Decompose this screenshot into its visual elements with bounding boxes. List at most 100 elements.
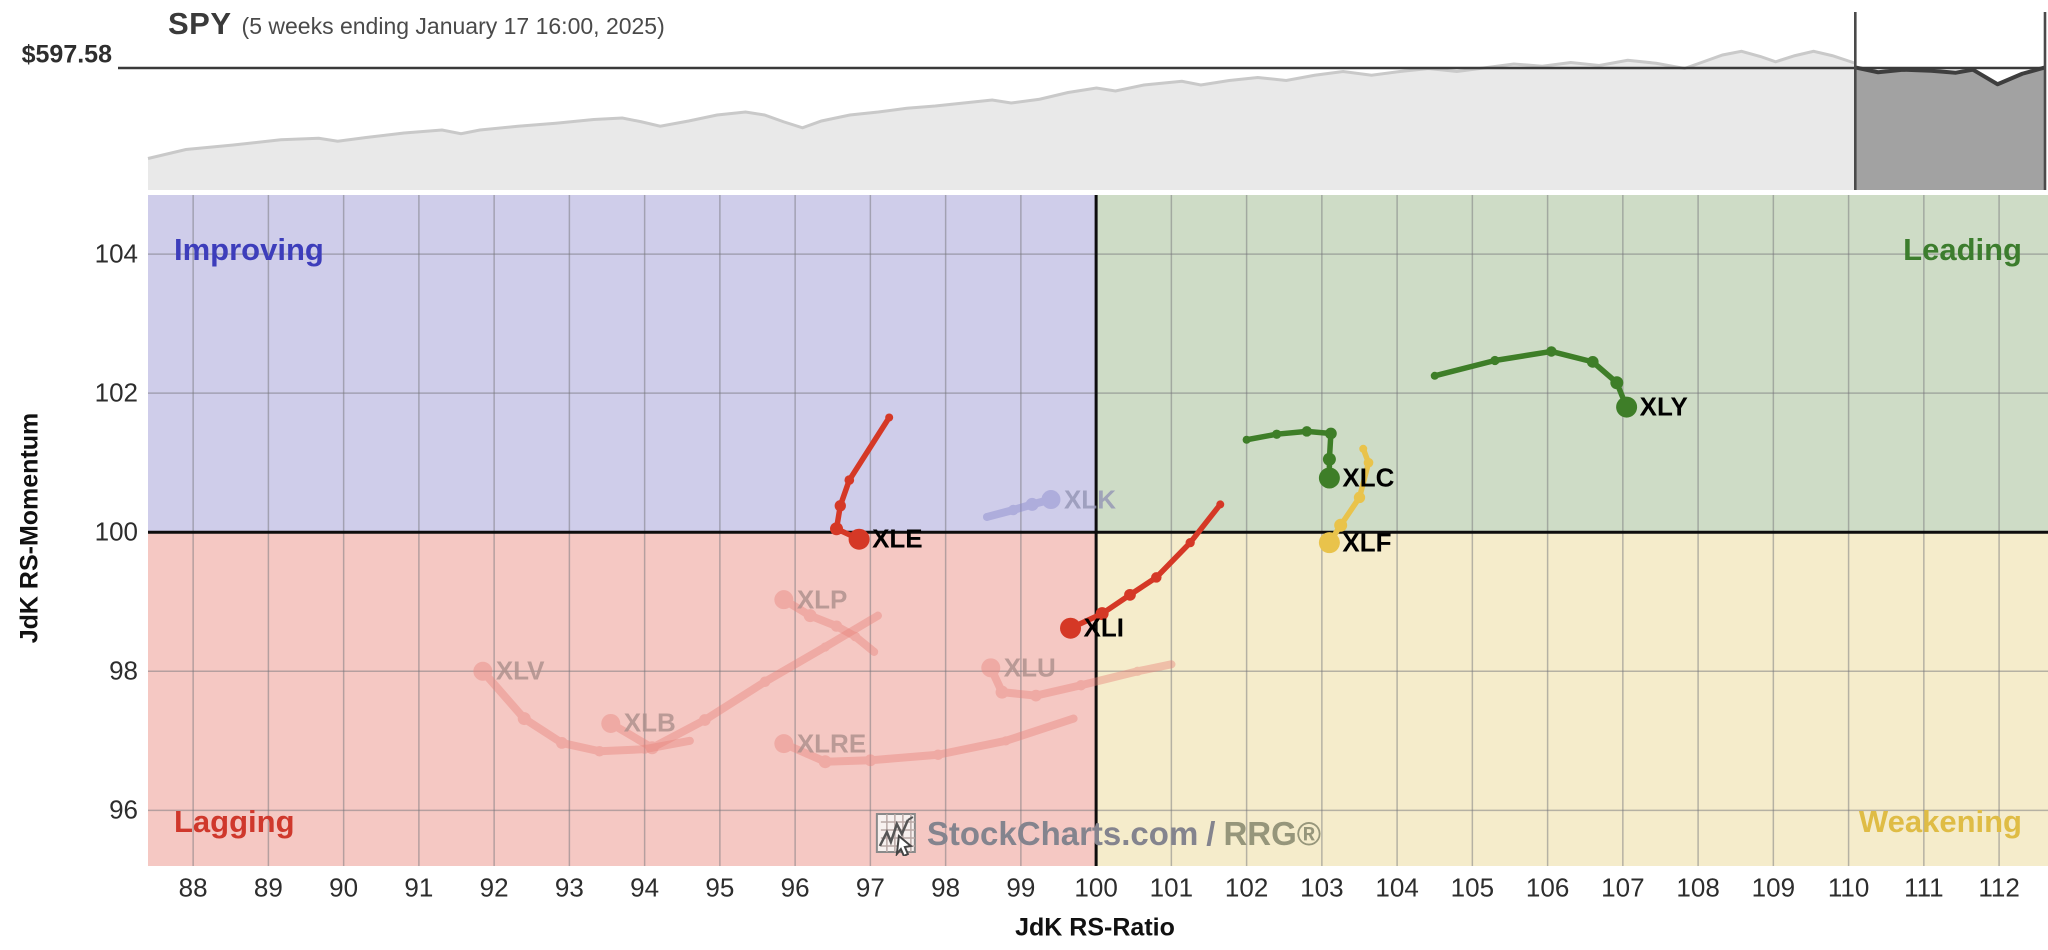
trail-point-xlk	[1008, 504, 1019, 516]
trail-head-xlv[interactable]	[473, 661, 493, 681]
trail-point-xlb	[698, 714, 711, 726]
trail-xlc	[1242, 426, 1340, 489]
x-tick-label: 100	[1074, 872, 1118, 903]
sector-label-xlc[interactable]: XLC	[1342, 462, 1395, 493]
x-tick-label: 92	[479, 872, 509, 903]
trail-xlv	[473, 661, 694, 757]
trail-point-xlp	[803, 609, 817, 623]
trail-point-xlv	[640, 744, 650, 754]
x-tick-label: 96	[780, 872, 810, 903]
trail-point-xlc	[1301, 426, 1313, 437]
watermark-rrg: RRG®	[1223, 815, 1322, 852]
trail-point-xle	[885, 413, 894, 422]
trail-head-xlre[interactable]	[774, 734, 794, 754]
sector-label-xlf[interactable]: XLF	[1342, 527, 1392, 558]
sector-label-xle[interactable]: XLE	[872, 523, 923, 554]
trail-point-xlp	[830, 620, 843, 632]
x-tick-label: 99	[1006, 872, 1036, 903]
x-tick-label: 108	[1676, 872, 1720, 903]
trail-point-xlu	[1030, 689, 1042, 702]
trail-point-xly	[1546, 346, 1557, 357]
sector-label-xlp[interactable]: XLP	[796, 584, 848, 615]
spy-highlight-line	[1854, 65, 2046, 87]
x-tick-label: 101	[1149, 872, 1194, 903]
y-tick-label: 104	[94, 238, 138, 269]
trail-xlk	[983, 490, 1061, 521]
trail-xle	[830, 413, 894, 550]
trail-point-xlb	[645, 741, 659, 755]
spy-header: SPY (5 weeks ending January 17 16:00, 20…	[168, 6, 665, 42]
trail-point-xli	[1185, 538, 1195, 548]
trail-point-xle	[844, 475, 855, 485]
quadrant-label-improving: Improving	[174, 232, 324, 267]
trail-head-xlu[interactable]	[981, 658, 1001, 678]
trail-point-xlv	[517, 712, 531, 726]
trail-point-xlu	[1132, 666, 1143, 676]
x-tick-label: 91	[404, 872, 434, 903]
trail-point-xly	[1430, 371, 1439, 380]
trail-point-xle	[830, 522, 844, 536]
x-tick-label: 109	[1751, 872, 1796, 903]
sector-label-xly[interactable]: XLY	[1639, 391, 1688, 422]
x-tick-label: 104	[1375, 872, 1419, 903]
sector-label-xlb[interactable]: XLB	[623, 707, 676, 738]
x-tick-label: 107	[1601, 872, 1645, 903]
x-tick-label: 89	[253, 872, 283, 903]
x-tick-label: 102	[1224, 872, 1269, 903]
quadrant-label-weakening: Weakening	[1858, 804, 2022, 839]
trail-point-xlc	[1325, 427, 1337, 440]
trail-xlu	[981, 658, 1176, 702]
trail-point-xlf	[1363, 457, 1374, 468]
sector-label-xlre[interactable]: XLRE	[796, 728, 867, 759]
x-tick-label: 112	[1978, 872, 2020, 903]
trail-point-xle	[834, 500, 846, 512]
spy-area	[148, 51, 1856, 190]
trail-point-xlc	[1322, 452, 1336, 466]
spy-line	[147, 49, 1856, 160]
trail-head-xli[interactable]	[1060, 617, 1082, 639]
trail-point-xlre	[864, 754, 877, 767]
sector-label-xli[interactable]: XLI	[1083, 612, 1124, 643]
trail-point-xlre	[818, 755, 832, 769]
quadrant-improving	[148, 195, 1097, 533]
trail-point-xlv	[685, 736, 694, 745]
trail-head-xlc[interactable]	[1318, 467, 1340, 489]
trail-point-xlc	[1272, 429, 1282, 439]
trail-point-xlv	[594, 746, 605, 757]
x-tick-label: 106	[1525, 872, 1570, 903]
trail-head-xlb[interactable]	[601, 713, 621, 733]
quadrant-label-leading: Leading	[1903, 232, 2022, 267]
x-tick-label: 88	[178, 872, 208, 903]
spy-symbol: SPY	[168, 6, 232, 41]
trail-point-xlb	[759, 676, 771, 687]
sector-label-xlu[interactable]: XLU	[1003, 652, 1056, 683]
trail-xly	[1430, 346, 1638, 418]
trail-xli	[1060, 500, 1225, 639]
trail-point-xli	[1216, 500, 1225, 509]
x-tick-label: 90	[329, 872, 359, 903]
x-tick-label: 95	[705, 872, 735, 903]
watermark-brand: StockCharts.com	[926, 815, 1199, 852]
x-tick-label: 98	[931, 872, 961, 903]
trail-point-xlf	[1334, 518, 1348, 532]
trail-head-xle[interactable]	[848, 528, 870, 550]
sector-label-xlv[interactable]: XLV	[495, 655, 545, 686]
y-tick-label: 100	[94, 516, 138, 547]
watermark-separator: /	[1206, 815, 1216, 852]
trail-point-xlu	[995, 685, 1009, 699]
trail-point-xlp	[870, 647, 879, 656]
trail-head-xlf[interactable]	[1318, 532, 1340, 554]
watermark: StockCharts.com / RRG®	[875, 812, 1321, 856]
trail-point-xly	[1490, 355, 1500, 366]
sector-label-xlk[interactable]: XLK	[1063, 484, 1116, 515]
trail-point-xlre	[1069, 714, 1078, 723]
x-tick-label: 111	[1904, 872, 1944, 903]
y-tick-label: 102	[94, 377, 138, 408]
trail-head-xlp[interactable]	[774, 590, 794, 610]
trail-head-xly[interactable]	[1616, 396, 1638, 418]
spy-subtitle: (5 weeks ending January 17 16:00, 2025)	[241, 13, 665, 39]
spy-highlight-area	[1855, 67, 2045, 190]
trail-head-xlk[interactable]	[1041, 490, 1061, 510]
trail-point-xlre	[932, 749, 944, 760]
